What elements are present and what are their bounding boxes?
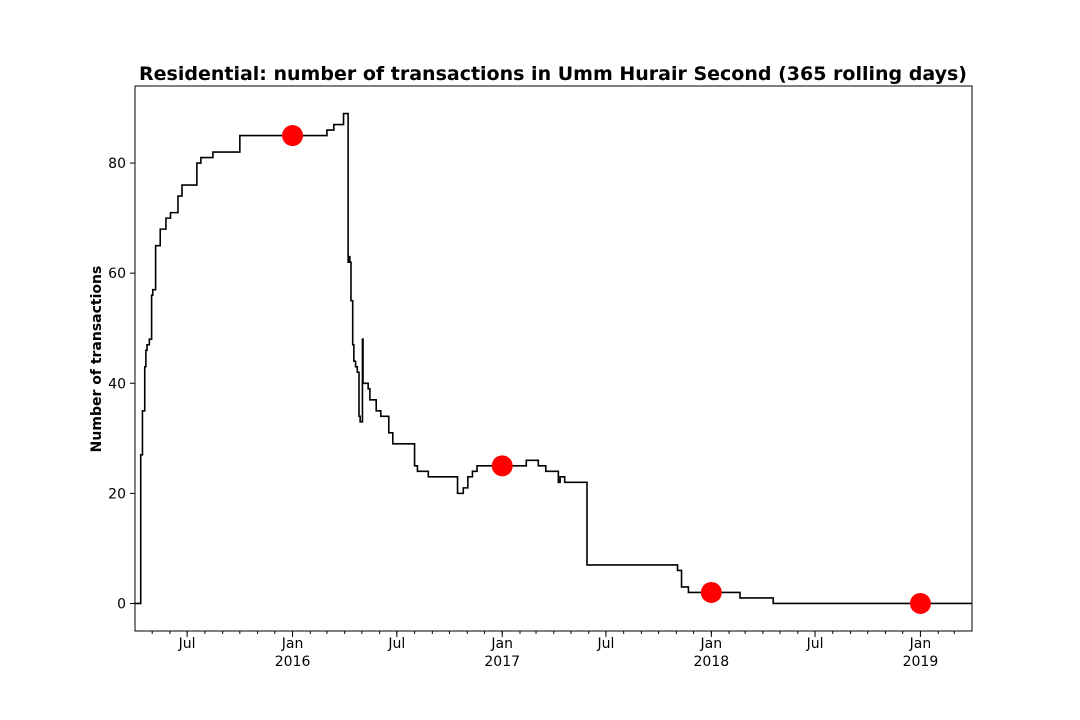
x-tick-label-1: Jan (281, 636, 304, 652)
x-tick-label-2: Jul (387, 636, 405, 652)
x-tick-label-4: Jul (596, 636, 614, 652)
x-tick-year-7: 2019 (903, 654, 939, 670)
axes-frame (134, 85, 973, 632)
x-tick-year-3: 2017 (484, 654, 520, 670)
y-tick-label-4: 80 (108, 156, 126, 172)
x-axis-ticks: Jul Jan 2016 Jul Jan 2017 Jul Jan 2018 Jul Jan 2019 (151, 631, 955, 670)
x-tick-label-5: Jan (700, 636, 723, 652)
y-axis-label: Number of transactions (89, 266, 105, 453)
y-tick-label-3: 60 (108, 266, 126, 282)
x-tick-label-6: Jul (806, 636, 824, 652)
y-tick-label-0: 0 (117, 596, 126, 612)
highlight-point-2 (700, 581, 722, 603)
x-tick-year-5: 2018 (694, 654, 730, 670)
series-layer (135, 112, 972, 605)
plot-area: 0 20 40 60 80 Jul Jan 2016 Jul Jan 2017 Jul Jan 2018… (108, 85, 973, 670)
highlight-point-3 (909, 592, 931, 614)
x-tick-year-1: 2016 (275, 654, 311, 670)
chart-title: Residential: number of transactions in U… (139, 63, 967, 85)
highlight-point-0 (282, 125, 304, 147)
x-tick-label-0: Jul (178, 636, 196, 652)
highlight-point-1 (491, 455, 513, 477)
y-axis-ticks: 0 20 40 60 80 (108, 156, 135, 612)
y-tick-label-1: 20 (108, 486, 126, 502)
x-tick-label-7: Jan (909, 636, 932, 652)
y-tick-label-2: 40 (108, 376, 126, 392)
highlight-markers (282, 125, 931, 614)
series-line-0 (135, 112, 972, 605)
x-tick-label-3: Jan (490, 636, 513, 652)
